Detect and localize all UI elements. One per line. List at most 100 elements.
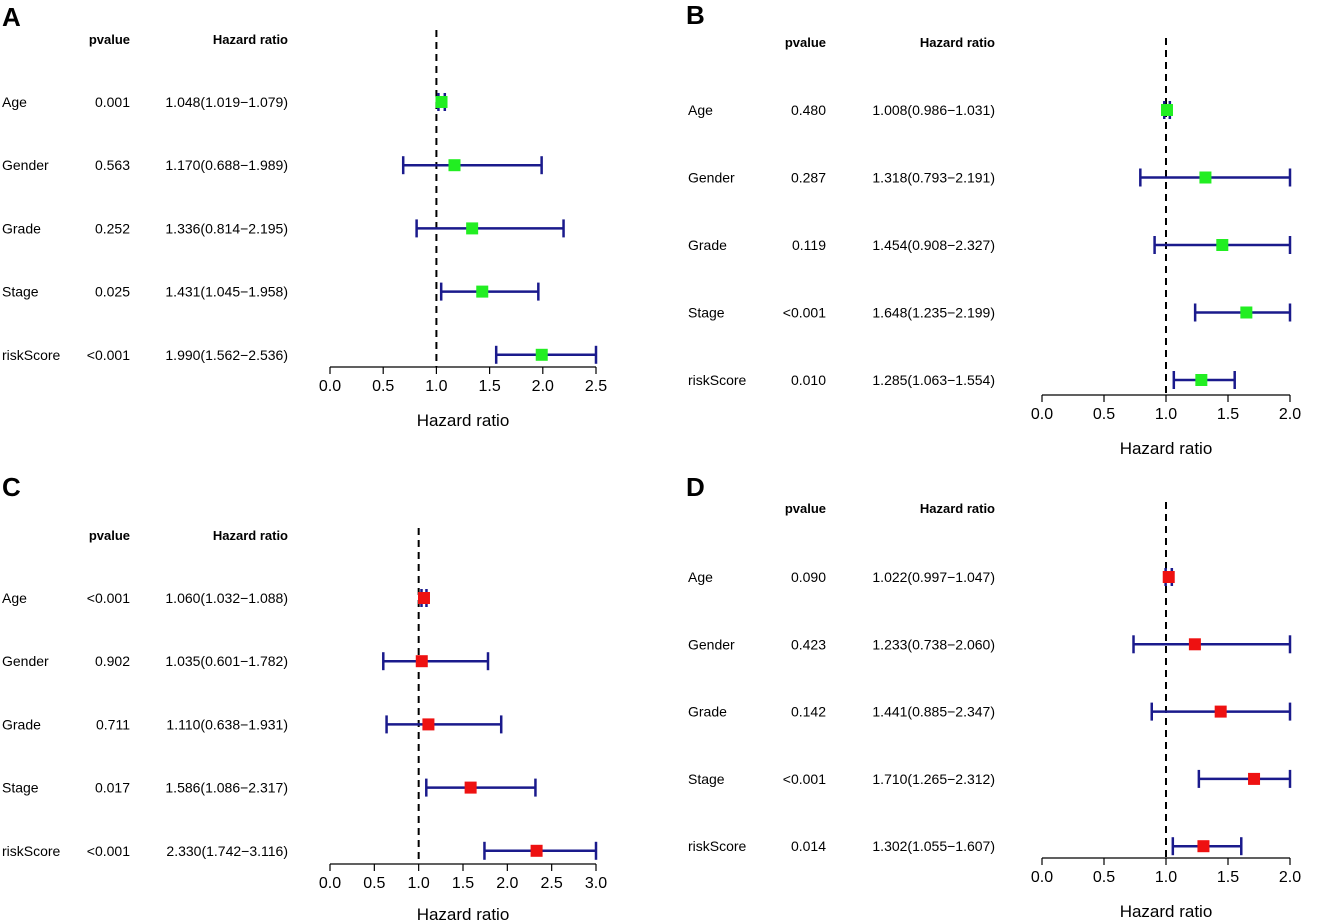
x-axis-title: Hazard ratio bbox=[1120, 902, 1213, 921]
row-label: Stage bbox=[688, 771, 725, 787]
row-hazard-ratio: 1.233(0.738−2.060) bbox=[872, 636, 995, 652]
row-label: Gender bbox=[2, 653, 49, 669]
row-hazard-ratio: 1.110(0.638−1.931) bbox=[166, 716, 288, 732]
x-tick-label: 1.5 bbox=[452, 875, 474, 892]
row-label: Gender bbox=[688, 636, 735, 652]
row-label: Gender bbox=[688, 170, 735, 186]
row-label: Age bbox=[2, 94, 27, 110]
hr-marker bbox=[1195, 374, 1208, 386]
forest-row: riskScore 0.010 1.285(1.063−1.554) bbox=[688, 371, 1236, 389]
row-pvalue: 0.090 bbox=[791, 569, 826, 585]
hr-marker bbox=[448, 159, 461, 172]
row-hazard-ratio: 1.060(1.032−1.088) bbox=[165, 590, 288, 606]
row-hazard-ratio: 1.035(0.601−1.782) bbox=[165, 653, 288, 669]
row-pvalue: 0.423 bbox=[791, 636, 826, 652]
row-hazard-ratio: 2.330(1.742−3.116) bbox=[166, 843, 288, 859]
hazard-ratio-header: Hazard ratio bbox=[920, 501, 995, 516]
panel-letter: D bbox=[686, 472, 705, 502]
forest-row: Age 0.001 1.048(1.019−1.079) bbox=[2, 93, 448, 111]
row-label: Stage bbox=[2, 284, 39, 300]
row-pvalue: <0.001 bbox=[783, 771, 826, 787]
row-label: Grade bbox=[2, 716, 41, 732]
x-tick-label: 2.0 bbox=[1279, 869, 1301, 886]
row-label: Gender bbox=[2, 157, 49, 173]
row-hazard-ratio: 1.990(1.562−2.536) bbox=[165, 347, 288, 363]
row-hazard-ratio: 1.710(1.265−2.312) bbox=[872, 771, 995, 787]
row-pvalue: 0.902 bbox=[95, 653, 130, 669]
x-tick-label: 2.0 bbox=[532, 378, 554, 395]
panel-letter: B bbox=[686, 0, 705, 30]
forest-row: Stage 0.017 1.586(1.086−2.317) bbox=[2, 778, 537, 797]
row-pvalue: <0.001 bbox=[87, 347, 130, 363]
x-tick-label: 1.5 bbox=[1217, 406, 1239, 423]
panel-letter: A bbox=[2, 2, 21, 32]
row-label: Grade bbox=[688, 704, 727, 720]
forest-row: Stage <0.001 1.648(1.235−2.199) bbox=[688, 303, 1292, 322]
row-label: riskScore bbox=[688, 838, 747, 854]
hr-marker bbox=[422, 718, 435, 731]
row-pvalue: 0.480 bbox=[791, 102, 826, 118]
x-tick-label: 1.5 bbox=[1217, 869, 1239, 886]
row-pvalue: <0.001 bbox=[87, 590, 130, 606]
hr-marker bbox=[415, 655, 428, 668]
row-hazard-ratio: 1.441(0.885−2.347) bbox=[872, 704, 995, 720]
hr-marker bbox=[1160, 104, 1173, 116]
forest-row: Gender 0.563 1.170(0.688−1.989) bbox=[2, 156, 543, 175]
row-pvalue: <0.001 bbox=[783, 305, 826, 321]
row-hazard-ratio: 1.048(1.019−1.079) bbox=[165, 94, 288, 110]
row-pvalue: 0.119 bbox=[792, 237, 826, 253]
row-label: riskScore bbox=[688, 372, 747, 388]
row-pvalue: 0.014 bbox=[791, 838, 826, 854]
hr-marker bbox=[1216, 239, 1229, 251]
row-hazard-ratio: 1.454(0.908−2.327) bbox=[872, 237, 995, 253]
row-label: Stage bbox=[2, 780, 39, 796]
x-axis-title: Hazard ratio bbox=[1120, 439, 1213, 458]
row-pvalue: 0.287 bbox=[791, 170, 826, 186]
x-tick-label: 0.0 bbox=[1031, 869, 1053, 886]
row-hazard-ratio: 1.008(0.986−1.031) bbox=[872, 102, 995, 118]
x-tick-label: 0.0 bbox=[1031, 406, 1053, 423]
hr-marker bbox=[1162, 571, 1175, 583]
row-hazard-ratio: 1.302(1.055−1.607) bbox=[872, 838, 995, 854]
x-tick-label: 3.0 bbox=[585, 875, 607, 892]
forest-row: Grade 0.711 1.110(0.638−1.931) bbox=[2, 715, 503, 734]
forest-row: Gender 0.902 1.035(0.601−1.782) bbox=[2, 652, 490, 671]
row-label: Grade bbox=[688, 237, 727, 253]
x-tick-label: 0.5 bbox=[372, 378, 394, 395]
row-pvalue: 0.711 bbox=[96, 716, 130, 732]
x-tick-label: 0.5 bbox=[1093, 869, 1115, 886]
row-hazard-ratio: 1.022(0.997−1.047) bbox=[872, 569, 995, 585]
hazard-ratio-header: Hazard ratio bbox=[920, 35, 995, 50]
hr-marker bbox=[1214, 705, 1227, 718]
hr-marker bbox=[1188, 638, 1201, 651]
forest-row: riskScore <0.001 1.990(1.562−2.536) bbox=[2, 345, 598, 364]
hazard-ratio-header: Hazard ratio bbox=[213, 32, 288, 47]
pvalue-header: pvalue bbox=[785, 35, 826, 50]
pvalue-header: pvalue bbox=[785, 501, 826, 516]
forest-row: riskScore 0.014 1.302(1.055−1.607) bbox=[688, 837, 1243, 856]
row-pvalue: 0.025 bbox=[95, 284, 130, 300]
row-pvalue: 0.001 bbox=[95, 94, 130, 110]
forest-row: Stage <0.001 1.710(1.265−2.312) bbox=[688, 769, 1292, 788]
forest-row: Gender 0.423 1.233(0.738−2.060) bbox=[688, 635, 1292, 654]
row-hazard-ratio: 1.336(0.814−2.195) bbox=[165, 220, 288, 236]
x-tick-label: 0.5 bbox=[1093, 406, 1115, 423]
row-label: riskScore bbox=[2, 843, 61, 859]
row-label: riskScore bbox=[2, 347, 61, 363]
x-axis-title: Hazard ratio bbox=[417, 411, 510, 430]
forest-row: Grade 0.119 1.454(0.908−2.327) bbox=[688, 236, 1292, 254]
hr-marker bbox=[1197, 840, 1210, 853]
x-tick-label: 1.0 bbox=[1155, 406, 1177, 423]
x-tick-label: 1.5 bbox=[478, 378, 500, 395]
row-pvalue: 0.142 bbox=[791, 704, 826, 720]
x-tick-label: 1.0 bbox=[425, 378, 447, 395]
forest-row: Stage 0.025 1.431(1.045−1.958) bbox=[2, 282, 540, 301]
x-tick-label: 1.0 bbox=[1155, 869, 1177, 886]
x-tick-label: 2.0 bbox=[1279, 406, 1301, 423]
x-tick-label: 2.5 bbox=[585, 378, 607, 395]
